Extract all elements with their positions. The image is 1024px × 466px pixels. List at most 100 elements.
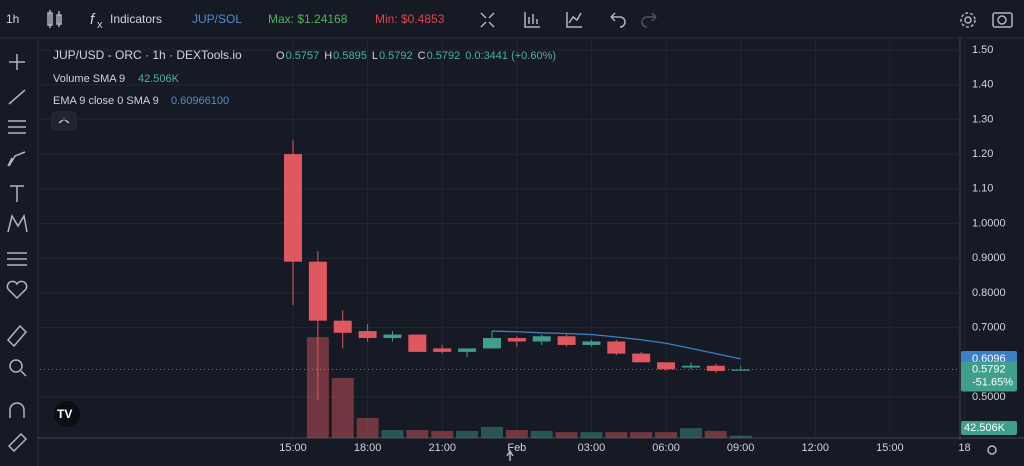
scroll-marker — [506, 449, 514, 461]
text-tool[interactable] — [10, 185, 24, 202]
price-tick-label: 1.20 — [972, 148, 993, 160]
fullscreen-button[interactable] — [480, 12, 495, 28]
settings-button[interactable] — [960, 12, 976, 28]
price-tick-label: 0.7000 — [972, 322, 1006, 334]
candle-style-button[interactable] — [47, 10, 62, 28]
candle-body — [333, 320, 352, 333]
time-tick-label: 12:00 — [802, 442, 830, 454]
pair-button[interactable]: JUP/SOL — [192, 12, 242, 26]
time-tick-label: 21:00 — [428, 442, 456, 454]
chart-type-button[interactable] — [566, 12, 582, 28]
last-price-tag-label: 0.5792 — [972, 363, 1006, 375]
candle-body — [507, 338, 526, 342]
candle-body — [607, 341, 626, 354]
compare-button[interactable] — [524, 12, 540, 28]
candle-body — [383, 334, 402, 339]
max-price: Max: $1.24168 — [268, 12, 348, 26]
pattern-tool[interactable] — [7, 213, 28, 233]
time-tick-label: 03:00 — [578, 442, 606, 454]
drawing-tools — [6, 54, 28, 453]
ema-line — [491, 330, 741, 360]
measure-tool[interactable] — [6, 324, 28, 348]
ema-indicator-value: 0.60966100 — [171, 95, 229, 107]
indicators-icon-sub: x — [97, 19, 103, 31]
candle-body — [657, 362, 676, 370]
price-tick-label: 1.0000 — [972, 217, 1006, 229]
fib-tool[interactable] — [8, 120, 26, 134]
tv-logo-text: TV — [57, 407, 72, 421]
ohlc-value: 0.5792 — [427, 50, 461, 62]
indicators-icon[interactable]: f — [90, 11, 96, 28]
time-tick-label: 06:00 — [652, 442, 680, 454]
candle-body — [706, 365, 725, 371]
ohlc-value: 0.5895 — [333, 50, 367, 62]
ohlc-key: O — [276, 50, 285, 62]
volume-bar — [530, 430, 553, 438]
candle-body — [308, 261, 327, 321]
volume-bar — [406, 430, 429, 438]
trendline-tool[interactable] — [8, 89, 26, 105]
candle-body — [408, 334, 427, 352]
indicators-button[interactable]: Indicators — [110, 12, 162, 26]
volume-bar — [480, 426, 503, 438]
candle-body — [284, 154, 302, 262]
brush-tool[interactable] — [7, 151, 26, 167]
lock-tool[interactable] — [7, 432, 28, 453]
time-tick-label: 18:00 — [354, 442, 382, 454]
volume-bar — [356, 418, 379, 438]
volume-bar — [605, 432, 628, 438]
time-tick-label: 15:00 — [279, 442, 307, 454]
ohlc-change: 0.0:3441 (+0.60%) — [465, 50, 556, 62]
candle-body — [532, 336, 551, 342]
candle-body — [358, 331, 377, 339]
volume-bar — [555, 432, 578, 438]
screenshot-button[interactable] — [992, 12, 1013, 28]
last-price-tag — [961, 361, 1017, 392]
ohlc-value: 0.5792 — [379, 50, 413, 62]
volume-bar — [331, 378, 354, 438]
volume-tag — [961, 420, 1017, 435]
volume-bar — [630, 432, 653, 438]
volume-bar — [431, 430, 454, 438]
price-tick-label: 0.8000 — [972, 287, 1006, 299]
price-tick-label: 1.50 — [972, 44, 993, 56]
price-tick-label: 1.40 — [972, 79, 993, 91]
volume-bar — [679, 428, 702, 438]
candle-body — [632, 353, 651, 363]
min-price: Min: $0.4853 — [375, 12, 445, 26]
volume-bar — [580, 432, 603, 438]
crosshair-tool[interactable] — [9, 54, 25, 70]
legend: JUP/USD - ORC · 1h · DEXTools.io Volume … — [53, 48, 556, 107]
zoom-tool[interactable] — [9, 359, 23, 373]
volume-tag-label: 42.506K — [964, 422, 1006, 434]
ohlc-key: C — [418, 50, 426, 62]
volume-bar — [704, 430, 727, 438]
interval-button[interactable]: 1h — [6, 12, 19, 26]
volume-bar — [456, 430, 479, 438]
undo-button[interactable] — [610, 12, 626, 28]
price-tick-label: 0.5000 — [972, 391, 1006, 403]
axis-settings[interactable] — [987, 445, 997, 455]
ohlc-value: 0.5757 — [286, 50, 320, 62]
last-change-label: -51.65% — [972, 376, 1013, 388]
ema-indicator-name: EMA 9 close 0 SMA 9 — [53, 95, 159, 107]
ohlc-key: L — [372, 50, 378, 62]
time-tick-label: Feb — [507, 442, 526, 454]
legend-title: JUP/USD - ORC · 1h · DEXTools.io — [53, 48, 242, 62]
time-tick-label: 15:00 — [876, 442, 904, 454]
candle-body — [482, 338, 501, 349]
redo-button[interactable] — [641, 12, 657, 28]
ohlc-key: H — [324, 50, 332, 62]
collapse-legend-button[interactable] — [51, 111, 77, 131]
magnet-tool[interactable] — [9, 402, 25, 418]
candle-body — [433, 348, 452, 352]
candle-body — [582, 341, 601, 345]
volume-bar — [729, 435, 752, 438]
prediction-tool[interactable] — [7, 252, 27, 266]
volume-indicator-value: 42.506K — [138, 73, 180, 85]
price-tick-label: 0.9000 — [972, 252, 1006, 264]
favorites-tool[interactable] — [6, 280, 28, 300]
price-tick-label: 1.30 — [972, 113, 993, 125]
